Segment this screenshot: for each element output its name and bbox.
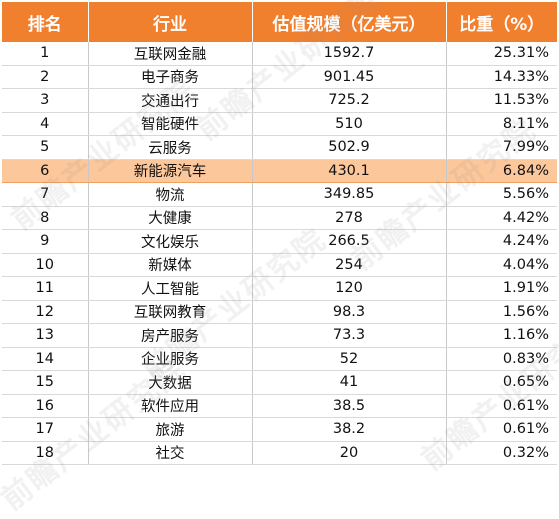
cell-share: 1.91% xyxy=(446,276,557,301)
cell-share: 0.65% xyxy=(446,370,557,395)
cell-valuation: 38.5 xyxy=(252,394,447,418)
table-row: 4 智能硬件 510 8.11% xyxy=(2,112,557,136)
table-row: 8 大健康 278 4.42% xyxy=(2,206,557,230)
cell-industry: 新能源汽车 xyxy=(88,158,253,183)
cell-industry: 人工智能 xyxy=(88,276,253,301)
table-row: 6 新能源汽车 430.1 6.84% xyxy=(2,158,557,183)
cell-industry: 社交 xyxy=(88,441,253,465)
table-row: 7 物流 349.85 5.56% xyxy=(2,182,557,207)
cell-share: 6.84% xyxy=(446,158,557,183)
cell-rank: 13 xyxy=(2,323,89,348)
header-share: 比重（%） xyxy=(446,2,557,42)
cell-industry: 智能硬件 xyxy=(88,112,253,136)
cell-rank: 17 xyxy=(2,417,89,442)
cell-industry: 互联网教育 xyxy=(88,300,253,324)
cell-valuation: 41 xyxy=(252,370,447,395)
table-body: 1 互联网金融 1592.7 25.31% 2 电子商务 901.45 14.33% 3 交通出行… xyxy=(2,42,557,465)
cell-share: 1.56% xyxy=(446,300,557,324)
cell-share: 11.53% xyxy=(446,88,557,113)
cell-rank: 2 xyxy=(2,65,89,89)
cell-share: 0.32% xyxy=(446,441,557,465)
cell-industry: 大健康 xyxy=(88,206,253,230)
cell-share: 4.04% xyxy=(446,253,557,277)
cell-valuation: 725.2 xyxy=(252,88,447,113)
cell-share: 14.33% xyxy=(446,65,557,89)
cell-share: 5.56% xyxy=(446,182,557,207)
cell-share: 0.83% xyxy=(446,347,557,371)
cell-valuation: 278 xyxy=(252,206,447,230)
cell-valuation: 510 xyxy=(252,112,447,136)
cell-valuation: 901.45 xyxy=(252,65,447,89)
cell-rank: 15 xyxy=(2,370,89,395)
cell-valuation: 73.3 xyxy=(252,323,447,348)
cell-rank: 11 xyxy=(2,276,89,301)
cell-valuation: 120 xyxy=(252,276,447,301)
table-row: 14 企业服务 52 0.83% xyxy=(2,347,557,371)
cell-valuation: 1592.7 xyxy=(252,42,447,66)
table-row: 13 房产服务 73.3 1.16% xyxy=(2,323,557,348)
cell-industry: 交通出行 xyxy=(88,88,253,113)
cell-share: 4.42% xyxy=(446,206,557,230)
cell-valuation: 98.3 xyxy=(252,300,447,324)
table-row: 18 社交 20 0.32% xyxy=(2,441,557,465)
cell-rank: 1 xyxy=(2,42,89,66)
table-row: 15 大数据 41 0.65% xyxy=(2,370,557,395)
cell-rank: 18 xyxy=(2,441,89,465)
cell-rank: 5 xyxy=(2,135,89,160)
cell-rank: 12 xyxy=(2,300,89,324)
cell-industry: 新媒体 xyxy=(88,253,253,277)
cell-industry: 物流 xyxy=(88,182,253,207)
cell-valuation: 52 xyxy=(252,347,447,371)
cell-industry: 互联网金融 xyxy=(88,42,253,66)
table-row: 12 互联网教育 98.3 1.56% xyxy=(2,300,557,324)
header-valuation: 估值规模（亿美元） xyxy=(252,2,447,42)
cell-rank: 7 xyxy=(2,182,89,207)
valuation-table: 排名 行业 估值规模（亿美元） 比重（%） 1 互联网金融 1592.7 25.31%… xyxy=(2,2,557,465)
cell-valuation: 430.1 xyxy=(252,158,447,183)
cell-rank: 9 xyxy=(2,229,89,254)
table-row: 5 云服务 502.9 7.99% xyxy=(2,135,557,160)
table-row: 17 旅游 38.2 0.61% xyxy=(2,417,557,442)
header-rank: 排名 xyxy=(2,2,89,42)
cell-industry: 电子商务 xyxy=(88,65,253,89)
cell-valuation: 38.2 xyxy=(252,417,447,442)
cell-valuation: 266.5 xyxy=(252,229,447,254)
cell-share: 0.61% xyxy=(446,417,557,442)
cell-share: 25.31% xyxy=(446,42,557,66)
cell-share: 4.24% xyxy=(446,229,557,254)
cell-valuation: 20 xyxy=(252,441,447,465)
table-row: 16 软件应用 38.5 0.61% xyxy=(2,394,557,418)
cell-rank: 4 xyxy=(2,112,89,136)
cell-rank: 6 xyxy=(2,158,89,183)
cell-valuation: 349.85 xyxy=(252,182,447,207)
cell-industry: 大数据 xyxy=(88,370,253,395)
cell-rank: 16 xyxy=(2,394,89,418)
table-row: 3 交通出行 725.2 11.53% xyxy=(2,88,557,113)
table-row: 10 新媒体 254 4.04% xyxy=(2,253,557,277)
cell-industry: 云服务 xyxy=(88,135,253,160)
cell-valuation: 502.9 xyxy=(252,135,447,160)
table-header: 排名 行业 估值规模（亿美元） 比重（%） xyxy=(2,2,557,42)
cell-industry: 文化娱乐 xyxy=(88,229,253,254)
cell-rank: 3 xyxy=(2,88,89,113)
cell-valuation: 254 xyxy=(252,253,447,277)
cell-rank: 10 xyxy=(2,253,89,277)
table-row: 11 人工智能 120 1.91% xyxy=(2,276,557,301)
cell-industry: 旅游 xyxy=(88,417,253,442)
cell-industry: 企业服务 xyxy=(88,347,253,371)
table-row: 9 文化娱乐 266.5 4.24% xyxy=(2,229,557,254)
cell-rank: 14 xyxy=(2,347,89,371)
cell-share: 1.16% xyxy=(446,323,557,348)
cell-industry: 软件应用 xyxy=(88,394,253,418)
cell-industry: 房产服务 xyxy=(88,323,253,348)
cell-rank: 8 xyxy=(2,206,89,230)
table-row: 1 互联网金融 1592.7 25.31% xyxy=(2,42,557,66)
header-industry: 行业 xyxy=(88,2,253,42)
cell-share: 0.61% xyxy=(446,394,557,418)
header-row: 排名 行业 估值规模（亿美元） 比重（%） xyxy=(2,2,557,42)
cell-share: 8.11% xyxy=(446,112,557,136)
cell-share: 7.99% xyxy=(446,135,557,160)
table-row: 2 电子商务 901.45 14.33% xyxy=(2,65,557,89)
